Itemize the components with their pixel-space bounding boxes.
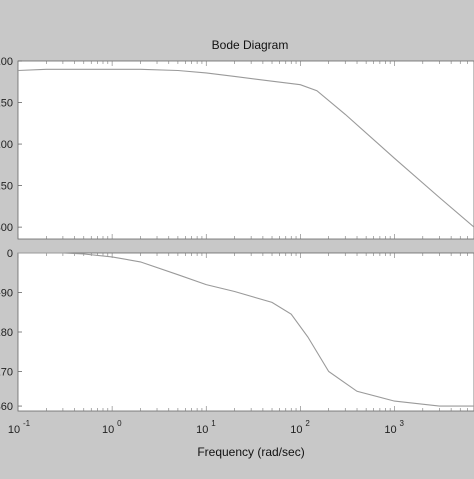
- x-tick-exponent: -1: [23, 419, 31, 428]
- x-tick-exponent: 0: [117, 419, 122, 428]
- x-tick-label: 10: [8, 424, 20, 436]
- x-axis-label: Frequency (rad/sec): [197, 445, 304, 459]
- x-tick-label: 10: [290, 424, 302, 436]
- magnitude-series: [17, 68, 474, 228]
- magnitude-tick-label: 200: [0, 139, 13, 151]
- magnitude-tick-label: 100: [0, 56, 13, 68]
- phase-tick-label: -180: [0, 327, 13, 339]
- magnitude-plot-area: [17, 60, 474, 240]
- chart-title: Bode Diagram: [212, 38, 289, 52]
- magnitude-tick-label: 250: [0, 181, 13, 193]
- phase-series: [18, 252, 474, 407]
- x-tick-exponent: 2: [305, 419, 310, 428]
- magnitude-tick-labels: 100 150 200 250 300: [0, 56, 474, 239]
- phase-tick-label: -360: [0, 401, 13, 413]
- x-tick-exponent: 3: [399, 419, 404, 428]
- x-tick-label: 10: [196, 424, 208, 436]
- phase-plot-area: [17, 252, 474, 412]
- phase-line-0: [18, 252, 474, 407]
- phase-tick-label: -270: [0, 367, 13, 379]
- phase-tick-label: -90: [0, 288, 13, 300]
- x-tick-label: 10: [102, 424, 114, 436]
- phase-tick-label: 0: [7, 248, 13, 260]
- magnitude-line-0: [17, 68, 474, 228]
- x-tick-label: 10: [384, 424, 396, 436]
- x-tick-exponent: 1: [211, 419, 216, 428]
- magnitude-tick-label: 300: [0, 222, 13, 234]
- magnitude-tick-label: 150: [0, 98, 13, 110]
